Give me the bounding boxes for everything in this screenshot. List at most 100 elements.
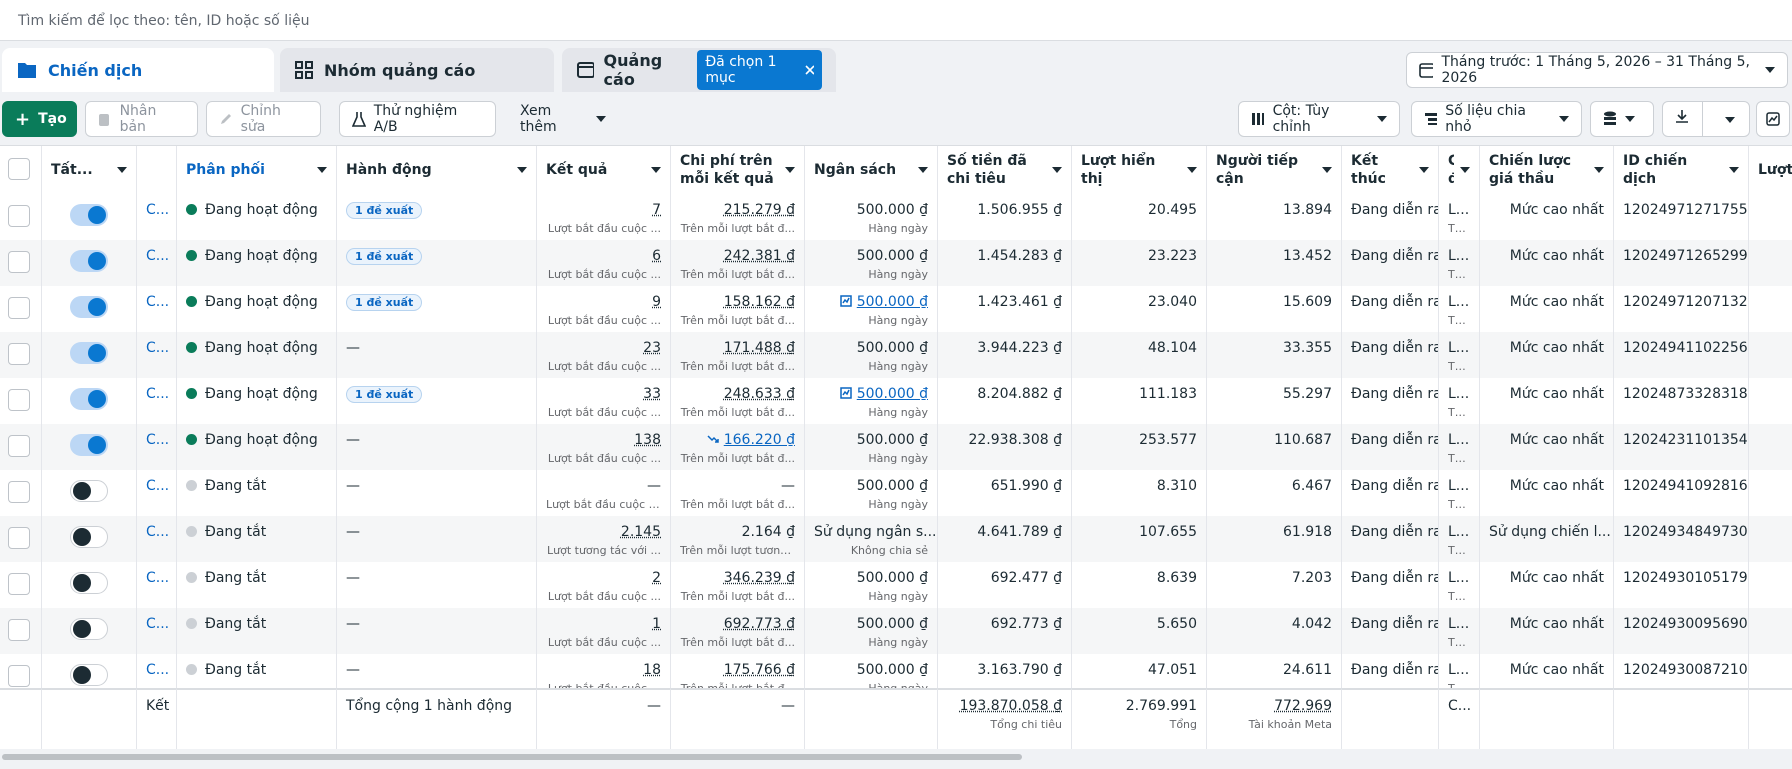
cost-value[interactable]: 692.773 ₫ — [723, 616, 795, 632]
export-button[interactable] — [1662, 101, 1750, 137]
checkbox[interactable] — [8, 251, 30, 273]
toggle[interactable] — [70, 388, 108, 410]
budget-value[interactable]: 500.000 ₫ — [856, 386, 928, 402]
cost-value[interactable]: 158.162 ₫ — [723, 294, 795, 310]
toggle[interactable] — [70, 342, 108, 364]
toggle[interactable] — [70, 296, 108, 318]
tab-ads[interactable]: Quảng cáo Đã chọn 1 mục — [562, 48, 836, 92]
date-picker[interactable]: Tháng trước: 1 Tháng 5, 2026 – 31 Tháng … — [1406, 52, 1788, 88]
result-value[interactable]: 6 — [652, 248, 661, 264]
header-cell[interactable]: Chi phí trên mỗi kết quả — [671, 146, 805, 194]
checkbox[interactable] — [8, 619, 30, 641]
toggle[interactable] — [70, 480, 108, 502]
cost-value[interactable]: 248.633 ₫ — [723, 386, 795, 402]
checkbox[interactable] — [8, 527, 30, 549]
folder-icon — [18, 63, 36, 78]
checkbox[interactable] — [8, 573, 30, 595]
header-cell[interactable]: Hành động — [337, 146, 537, 194]
campaign-name[interactable]: C... — [146, 662, 170, 678]
more-button[interactable]: Xem thêm — [508, 101, 618, 137]
header-cell[interactable]: Kết quả — [537, 146, 671, 194]
impressions: 23.040 — [1081, 294, 1197, 310]
icon-path — [707, 435, 719, 443]
recommendation-pill[interactable]: 1 đề xuất — [346, 202, 423, 219]
toggle-cell — [42, 240, 137, 286]
checkbox[interactable] — [8, 343, 30, 365]
recommendation-pill[interactable]: 1 đề xuất — [346, 294, 423, 311]
recommendation-pill[interactable]: 1 đề xuất — [346, 248, 423, 265]
result-value[interactable]: 9 — [652, 294, 661, 310]
recommendation-pill[interactable]: 1 đề xuất — [346, 386, 423, 403]
end: Đang diễn ra — [1351, 478, 1438, 494]
checkbox[interactable] — [8, 158, 30, 180]
toggle[interactable] — [70, 526, 108, 548]
result-value[interactable]: 18 — [643, 662, 661, 678]
setting-cell: L... Tấ... — [1439, 424, 1480, 470]
checkbox[interactable] — [8, 435, 30, 457]
cost-value[interactable]: 242.381 ₫ — [723, 248, 795, 264]
toggle[interactable] — [70, 664, 108, 686]
toggle[interactable] — [70, 250, 108, 272]
toggle[interactable] — [70, 618, 108, 640]
campaign-name[interactable]: C... — [146, 570, 170, 586]
budget-value[interactable]: 500.000 ₫ — [856, 294, 928, 310]
result-value[interactable]: 7 — [652, 202, 661, 218]
cost-sub: Trên mỗi lượt bắt đ... — [680, 314, 795, 327]
result-value[interactable]: 138 — [634, 432, 661, 448]
campaign-name[interactable]: C... — [146, 616, 170, 632]
campaign-name[interactable]: C... — [146, 340, 170, 356]
edit-button[interactable]: Chỉnh sửa — [206, 101, 321, 137]
header-cell[interactable]: Người tiếp cận — [1207, 146, 1342, 194]
header-cell[interactable]: Tất... — [42, 146, 137, 194]
cost-value[interactable]: 175.766 ₫ — [723, 662, 795, 678]
campaign-name[interactable]: C... — [146, 432, 170, 448]
tab-campaigns[interactable]: Chiến dịch — [2, 48, 274, 92]
campaign-name[interactable]: C... — [146, 386, 170, 402]
result-value[interactable]: 2.145 — [620, 524, 661, 540]
cost-value[interactable]: 166.220 ₫ — [723, 432, 795, 448]
report-button[interactable] — [1590, 101, 1654, 137]
cost-cell: 158.162 ₫ Trên mỗi lượt bắt đ... — [671, 286, 805, 332]
checkbox[interactable] — [8, 481, 30, 503]
breakdown-button[interactable]: Số liệu chia nhỏ — [1411, 101, 1582, 137]
setting-sub: Tấ... — [1448, 590, 1470, 603]
end-cell: Đang diễn ra — [1342, 608, 1439, 654]
checkbox[interactable] — [8, 665, 30, 687]
cost-value[interactable]: 171.488 ₫ — [723, 340, 795, 356]
header-cell[interactable]: Chiến lược giá thầu — [1480, 146, 1614, 194]
toggle[interactable] — [70, 204, 108, 226]
checkbox[interactable] — [8, 297, 30, 319]
search-box[interactable]: Tìm kiếm để lọc theo: tên, ID hoặc số li… — [0, 0, 1792, 41]
ab-test-button[interactable]: Thử nghiệm A/B — [339, 101, 496, 137]
campaign-name[interactable]: C... — [146, 478, 170, 494]
header-cell[interactable]: Ngân sách — [805, 146, 938, 194]
checkbox[interactable] — [8, 389, 30, 411]
campaign-name[interactable]: C... — [146, 294, 170, 310]
result-value[interactable]: 2 — [652, 570, 661, 586]
header-cell[interactable]: Cài đ... — [1439, 146, 1480, 194]
toggle[interactable] — [70, 434, 108, 456]
result: 138 — [546, 432, 661, 448]
checkbox[interactable] — [8, 205, 30, 227]
header-cell[interactable]: Kết thúc — [1342, 146, 1439, 194]
result-value[interactable]: 1 — [652, 616, 661, 632]
header-cell[interactable]: Phân phối — [177, 146, 337, 194]
header-cell[interactable]: ID chiến dịch — [1614, 146, 1749, 194]
campaign-name[interactable]: C... — [146, 524, 170, 540]
result-value[interactable]: 23 — [643, 340, 661, 356]
result-value[interactable]: 33 — [643, 386, 661, 402]
chart-button[interactable] — [1756, 101, 1790, 137]
toggle[interactable] — [70, 572, 108, 594]
tab-adsets[interactable]: Nhóm quảng cáo — [280, 48, 554, 92]
campaign-name[interactable]: C... — [146, 248, 170, 264]
header-cell[interactable]: Số tiền đã chi tiêu — [938, 146, 1072, 194]
selected-chip[interactable]: Đã chọn 1 mục — [697, 50, 822, 90]
create-button[interactable]: + Tạo — [2, 101, 77, 137]
cost-value[interactable]: 215.279 ₫ — [723, 202, 795, 218]
cost-value[interactable]: 346.239 ₫ — [723, 570, 795, 586]
header-cell[interactable]: Lượt — [1749, 146, 1792, 194]
header-cell[interactable]: Lượt hiển thị — [1072, 146, 1207, 194]
duplicate-button[interactable]: Nhân bản — [85, 101, 198, 137]
campaign-name[interactable]: C... — [146, 202, 170, 218]
columns-button[interactable]: Cột: Tùy chỉnh — [1238, 101, 1400, 137]
